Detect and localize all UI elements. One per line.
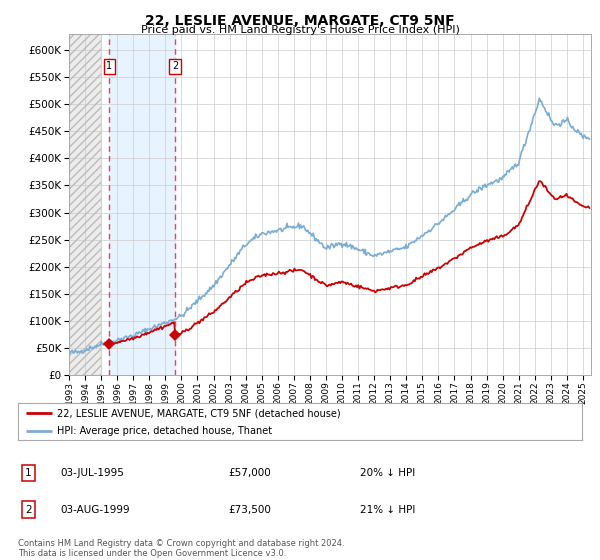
Text: 1: 1	[25, 468, 32, 478]
Text: 2: 2	[25, 505, 32, 515]
Bar	[69, 34, 101, 375]
Text: £57,000: £57,000	[228, 468, 271, 478]
Text: £73,500: £73,500	[228, 505, 271, 515]
Text: 1: 1	[106, 61, 112, 71]
Text: 22, LESLIE AVENUE, MARGATE, CT9 5NF: 22, LESLIE AVENUE, MARGATE, CT9 5NF	[145, 14, 455, 28]
Text: 20% ↓ HPI: 20% ↓ HPI	[360, 468, 415, 478]
Text: 03-JUL-1995: 03-JUL-1995	[60, 468, 124, 478]
Text: Contains HM Land Registry data © Crown copyright and database right 2024.
This d: Contains HM Land Registry data © Crown c…	[18, 539, 344, 558]
Bar	[69, 34, 101, 375]
Text: 2: 2	[172, 61, 178, 71]
Text: 22, LESLIE AVENUE, MARGATE, CT9 5NF (detached house): 22, LESLIE AVENUE, MARGATE, CT9 5NF (det…	[58, 408, 341, 418]
Text: 03-AUG-1999: 03-AUG-1999	[60, 505, 130, 515]
Text: Price paid vs. HM Land Registry's House Price Index (HPI): Price paid vs. HM Land Registry's House …	[140, 25, 460, 35]
Text: 21% ↓ HPI: 21% ↓ HPI	[360, 505, 415, 515]
Text: HPI: Average price, detached house, Thanet: HPI: Average price, detached house, Than…	[58, 426, 272, 436]
Bar	[109, 34, 175, 375]
